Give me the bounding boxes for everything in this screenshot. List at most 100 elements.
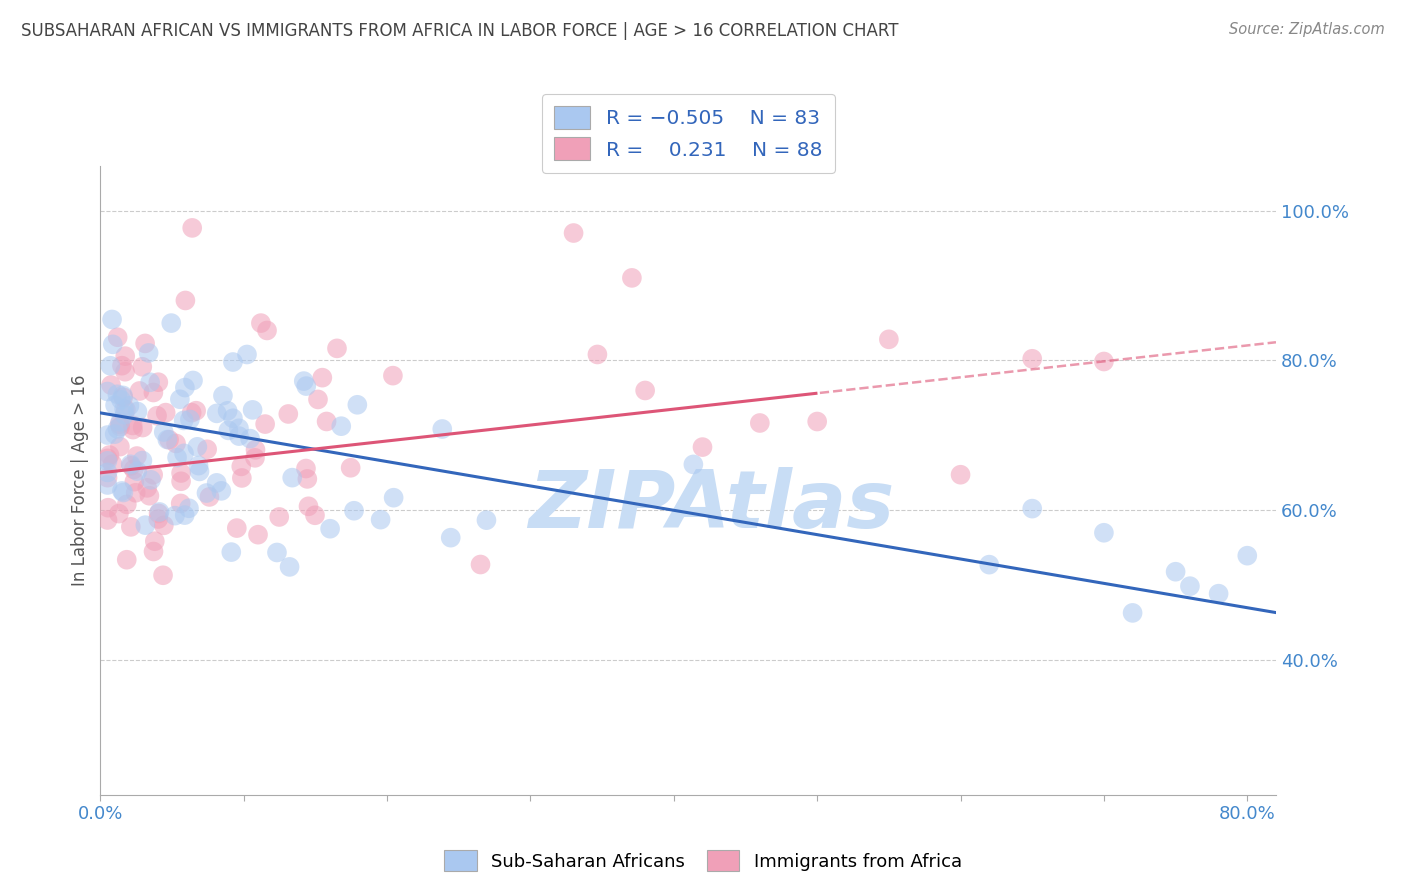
Point xyxy=(148,512,170,526)
Point xyxy=(748,416,770,430)
Point xyxy=(475,513,498,527)
Point xyxy=(209,483,232,498)
Point xyxy=(142,467,165,482)
Point xyxy=(134,336,156,351)
Point xyxy=(96,513,118,527)
Point xyxy=(163,508,186,523)
Point xyxy=(330,419,353,434)
Point xyxy=(139,473,162,487)
Point xyxy=(254,417,277,431)
Point xyxy=(100,378,122,392)
Point xyxy=(110,415,132,429)
Point xyxy=(112,485,135,500)
Point xyxy=(266,545,288,559)
Point xyxy=(186,440,208,454)
Point xyxy=(174,380,197,394)
Point xyxy=(138,346,160,360)
Point xyxy=(127,464,149,478)
Point xyxy=(205,406,228,420)
Point xyxy=(107,330,129,344)
Point xyxy=(181,220,204,235)
Point xyxy=(381,368,404,383)
Point xyxy=(295,379,318,393)
Point xyxy=(231,459,253,474)
Point xyxy=(160,316,183,330)
Point xyxy=(131,453,153,467)
Point xyxy=(343,504,366,518)
Point xyxy=(112,390,135,404)
Point xyxy=(692,440,714,454)
Point xyxy=(212,389,235,403)
Point xyxy=(170,466,193,480)
Point xyxy=(346,398,368,412)
Point xyxy=(155,406,177,420)
Point xyxy=(326,342,349,356)
Point xyxy=(225,521,247,535)
Legend: R = −0.505    N = 83, R =    0.231    N = 88: R = −0.505 N = 83, R = 0.231 N = 88 xyxy=(541,94,835,172)
Point xyxy=(174,293,197,308)
Point xyxy=(180,406,202,420)
Point xyxy=(1164,565,1187,579)
Text: Source: ZipAtlas.com: Source: ZipAtlas.com xyxy=(1229,22,1385,37)
Point xyxy=(157,433,180,447)
Point xyxy=(382,491,405,505)
Point xyxy=(1122,606,1144,620)
Point xyxy=(311,370,333,384)
Point xyxy=(153,518,176,533)
Point xyxy=(104,427,127,442)
Point xyxy=(187,458,209,473)
Point xyxy=(277,407,299,421)
Point xyxy=(217,423,239,437)
Point xyxy=(304,508,326,523)
Text: SUBSAHARAN AFRICAN VS IMMIGRANTS FROM AFRICA IN LABOR FORCE | AGE > 16 CORRELATI: SUBSAHARAN AFRICAN VS IMMIGRANTS FROM AF… xyxy=(21,22,898,40)
Point xyxy=(222,355,245,369)
Point xyxy=(122,423,145,437)
Point xyxy=(136,481,159,495)
Point xyxy=(152,568,174,582)
Point xyxy=(97,500,120,515)
Point xyxy=(179,412,201,426)
Point xyxy=(315,415,337,429)
Point xyxy=(370,513,392,527)
Point xyxy=(111,483,134,498)
Point xyxy=(245,442,267,457)
Point xyxy=(247,527,270,541)
Point xyxy=(96,470,118,484)
Point xyxy=(108,417,131,432)
Point xyxy=(128,384,150,398)
Point xyxy=(110,392,132,407)
Point xyxy=(115,552,138,566)
Point xyxy=(682,458,704,472)
Point xyxy=(101,312,124,326)
Point xyxy=(1021,501,1043,516)
Point xyxy=(134,518,156,533)
Point xyxy=(634,384,657,398)
Point xyxy=(148,507,170,521)
Y-axis label: In Labor Force | Age > 16: In Labor Force | Age > 16 xyxy=(72,375,89,586)
Point xyxy=(170,496,193,510)
Point xyxy=(256,323,278,337)
Point xyxy=(120,520,142,534)
Point xyxy=(98,359,121,373)
Point xyxy=(195,486,218,500)
Point xyxy=(1178,579,1201,593)
Point xyxy=(239,432,262,446)
Point xyxy=(806,415,828,429)
Point xyxy=(440,531,463,545)
Point xyxy=(143,534,166,549)
Point xyxy=(125,485,148,500)
Point xyxy=(297,472,319,486)
Point xyxy=(111,388,134,402)
Point xyxy=(120,458,142,472)
Point xyxy=(1208,587,1230,601)
Point xyxy=(217,404,239,418)
Point xyxy=(148,505,170,519)
Point xyxy=(114,408,136,422)
Point xyxy=(1021,351,1043,366)
Point xyxy=(131,420,153,434)
Point xyxy=(108,419,131,434)
Point xyxy=(101,457,124,471)
Point xyxy=(173,413,195,427)
Point xyxy=(195,442,218,457)
Point xyxy=(115,497,138,511)
